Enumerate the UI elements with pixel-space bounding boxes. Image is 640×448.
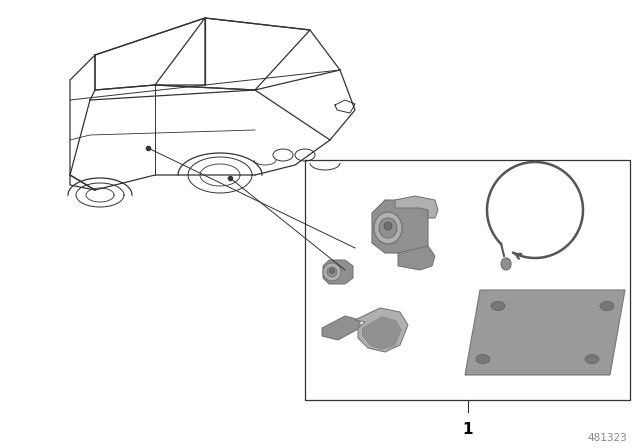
Polygon shape xyxy=(372,200,428,253)
Polygon shape xyxy=(465,290,625,375)
Polygon shape xyxy=(395,196,438,218)
Ellipse shape xyxy=(323,263,341,281)
Ellipse shape xyxy=(379,218,397,238)
Polygon shape xyxy=(362,316,402,350)
Ellipse shape xyxy=(491,302,505,310)
Ellipse shape xyxy=(327,267,337,277)
Polygon shape xyxy=(355,308,408,352)
Ellipse shape xyxy=(585,354,599,363)
Ellipse shape xyxy=(374,212,402,244)
Ellipse shape xyxy=(384,222,392,230)
Ellipse shape xyxy=(476,354,490,363)
Text: 481323: 481323 xyxy=(588,433,627,443)
Ellipse shape xyxy=(600,302,614,310)
Ellipse shape xyxy=(501,258,511,270)
Polygon shape xyxy=(323,260,353,284)
Polygon shape xyxy=(322,316,360,340)
Ellipse shape xyxy=(330,268,335,273)
Polygon shape xyxy=(398,246,435,270)
Text: 1: 1 xyxy=(462,422,473,437)
